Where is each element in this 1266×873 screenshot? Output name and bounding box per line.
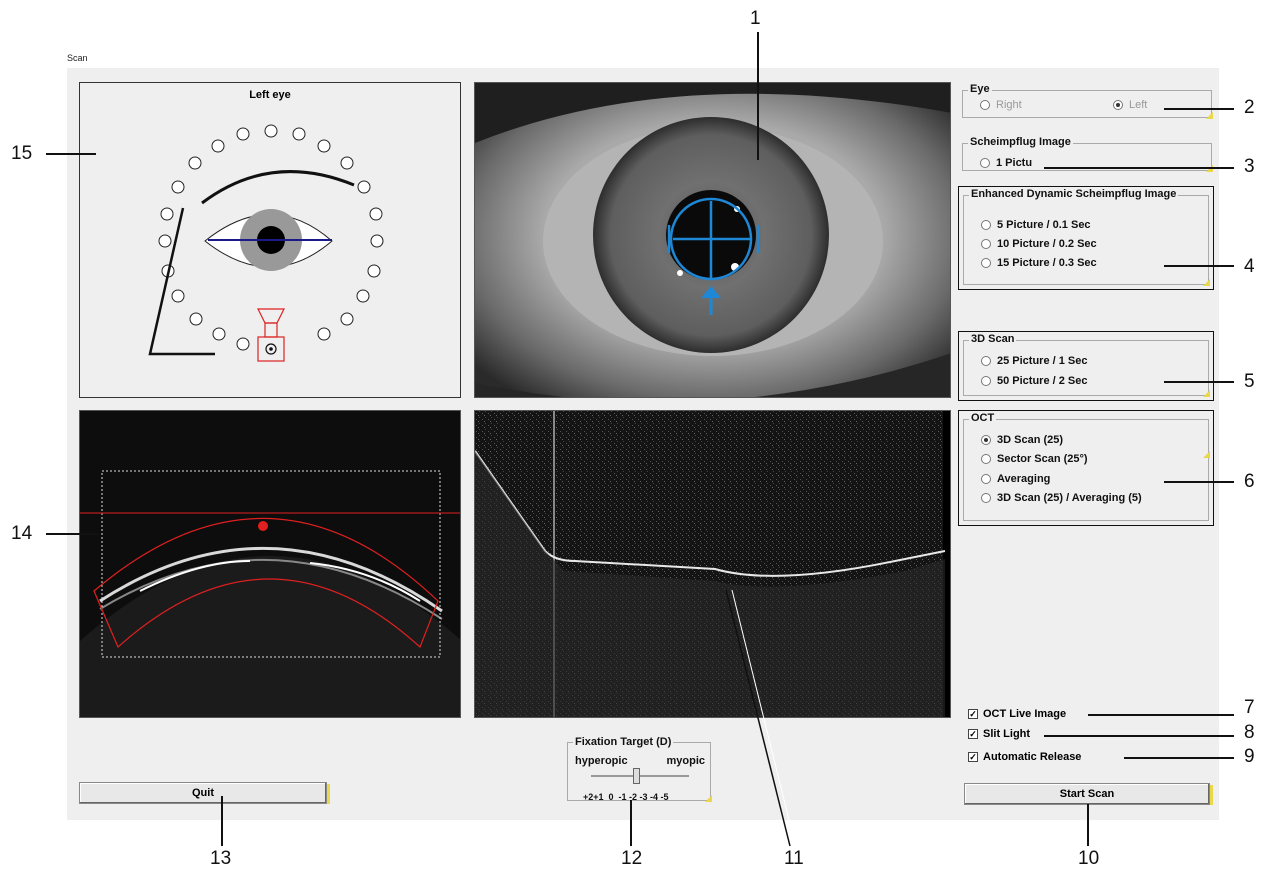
- fixation-slider-thumb[interactable]: [633, 768, 640, 784]
- fixation-legend: Fixation Target (D): [573, 736, 674, 748]
- camera-eye-view: [474, 82, 951, 398]
- camera-icon: [257, 308, 285, 362]
- eye-diagram-graphic: [148, 124, 384, 362]
- indicator-icon: [1203, 451, 1210, 458]
- scan-roi: [101, 470, 441, 658]
- start-scan-button[interactable]: Start Scan: [964, 783, 1213, 805]
- callout-number: 14: [11, 523, 33, 544]
- fixation-scale: +2+1 0 -1 -2 -3 -4 -5: [583, 792, 669, 802]
- fixation-point: [340, 312, 354, 326]
- fixation-point: [188, 156, 202, 170]
- oct-group-legend: OCT: [969, 412, 997, 424]
- callout-number: 10: [1078, 848, 1100, 869]
- eds-5-picture-radio[interactable]: 5 Picture / 0.1 Sec: [981, 219, 1091, 231]
- scan3d-50-picture-radio[interactable]: 50 Picture / 2 Sec: [981, 375, 1088, 387]
- window-title: Scan: [67, 53, 88, 63]
- fixation-point: [211, 139, 225, 153]
- oct-3d-scan-radio[interactable]: 3D Scan (25): [981, 434, 1063, 446]
- eds-15-picture-radio[interactable]: 15 Picture / 0.3 Sec: [981, 257, 1097, 269]
- fixation-point: [264, 124, 278, 138]
- scan3d-group-legend: 3D Scan: [969, 333, 1017, 345]
- fixation-point: [370, 234, 384, 248]
- scheimpflug-image: [79, 410, 461, 718]
- fixation-point: [357, 180, 371, 194]
- indicator-icon: [1206, 165, 1213, 172]
- automatic-release-checkbox[interactable]: ✓ Automatic Release: [968, 751, 1082, 763]
- fixation-point: [317, 139, 331, 153]
- slit-light-checkbox[interactable]: ✓ Slit Light: [968, 728, 1031, 740]
- oct-group: OCT 3D Scan (25) Sector Scan (25°) Avera…: [958, 410, 1214, 526]
- oct-3d-averaging-radio[interactable]: 3D Scan (25) / Averaging (5): [981, 492, 1142, 504]
- fixation-point: [236, 127, 250, 141]
- quit-button[interactable]: Quit: [79, 782, 330, 804]
- indicator-icon: [705, 795, 712, 802]
- callout-number: 13: [210, 848, 232, 869]
- callout-number: 1: [750, 8, 761, 29]
- eyebrow-line: [201, 170, 355, 205]
- fixation-target-group: Fixation Target (D) hyperopic myopic +2+…: [563, 735, 715, 805]
- fixation-point: [189, 312, 203, 326]
- selection-bracket: [148, 207, 215, 356]
- callout-number: 11: [784, 848, 804, 869]
- callout-number: 2: [1244, 97, 1255, 118]
- oct-sector-scan-radio[interactable]: Sector Scan (25°): [981, 453, 1088, 465]
- fixation-point: [340, 156, 354, 170]
- fixation-point: [212, 327, 226, 341]
- eye-diagram-title: Left eye: [249, 89, 291, 101]
- myopic-label: myopic: [666, 755, 705, 767]
- callout-number: 6: [1244, 471, 1255, 492]
- callout-number: 12: [621, 848, 643, 869]
- fixation-point: [171, 289, 185, 303]
- scheimpflug-graphic: [80, 411, 460, 717]
- oct-live-image-checkbox[interactable]: ✓ OCT Live Image: [968, 708, 1067, 720]
- oct-graphic: [475, 411, 950, 717]
- fixation-point: [236, 337, 250, 351]
- eds-10-picture-radio[interactable]: 10 Picture / 0.2 Sec: [981, 238, 1097, 250]
- oct-averaging-radio[interactable]: Averaging: [981, 473, 1050, 485]
- alignment-reticle: [667, 197, 760, 281]
- fixation-point: [317, 327, 331, 341]
- apex-marker: [258, 521, 268, 531]
- indicator-icon: [1203, 279, 1210, 286]
- indicator-icon: [1203, 390, 1210, 397]
- eds-group-legend: Enhanced Dynamic Scheimpflug Image: [969, 188, 1179, 200]
- fixation-eye-diagram[interactable]: Left eye: [79, 82, 461, 398]
- callout-number: 4: [1244, 256, 1255, 277]
- enhanced-dynamic-scheimpflug-group: Enhanced Dynamic Scheimpflug Image 5 Pic…: [958, 186, 1214, 290]
- fixation-point: [369, 207, 383, 221]
- scheimpflug-1-picture-radio[interactable]: 1 Pictu: [980, 157, 1032, 169]
- fixation-point: [171, 180, 185, 194]
- fixation-point: [367, 264, 381, 278]
- callout-number: 7: [1244, 697, 1255, 718]
- fixation-point: [160, 207, 174, 221]
- callout-number: 5: [1244, 371, 1255, 392]
- eye-left-radio[interactable]: Left: [1113, 99, 1147, 111]
- oct-image: [474, 410, 951, 718]
- eye-group-legend: Eye: [968, 83, 992, 95]
- fixation-slider-track[interactable]: [591, 775, 689, 777]
- scan3d-25-picture-radio[interactable]: 25 Picture / 1 Sec: [981, 355, 1088, 367]
- hyperopic-label: hyperopic: [575, 755, 628, 767]
- callout-number: 15: [11, 143, 33, 164]
- scheimpflug-group-legend: Scheimpflug Image: [968, 136, 1073, 148]
- corneal-overlay: [93, 517, 439, 649]
- alignment-arrow: [701, 286, 721, 298]
- fixation-point: [158, 234, 172, 248]
- callout-number: 9: [1244, 746, 1255, 767]
- scan3d-group: 3D Scan 25 Picture / 1 Sec 50 Picture / …: [958, 331, 1214, 401]
- indicator-icon: [1206, 112, 1213, 119]
- fixation-point: [356, 289, 370, 303]
- callout-number: 8: [1244, 722, 1255, 743]
- eye-group: Eye Right Left: [958, 82, 1216, 122]
- eye-camera-image: [475, 83, 950, 397]
- scheimpflug-group: Scheimpflug Image 1 Pictu: [958, 135, 1216, 175]
- fixation-point: [292, 127, 306, 141]
- callout-number: 3: [1244, 156, 1255, 177]
- eye-right-radio[interactable]: Right: [980, 99, 1022, 111]
